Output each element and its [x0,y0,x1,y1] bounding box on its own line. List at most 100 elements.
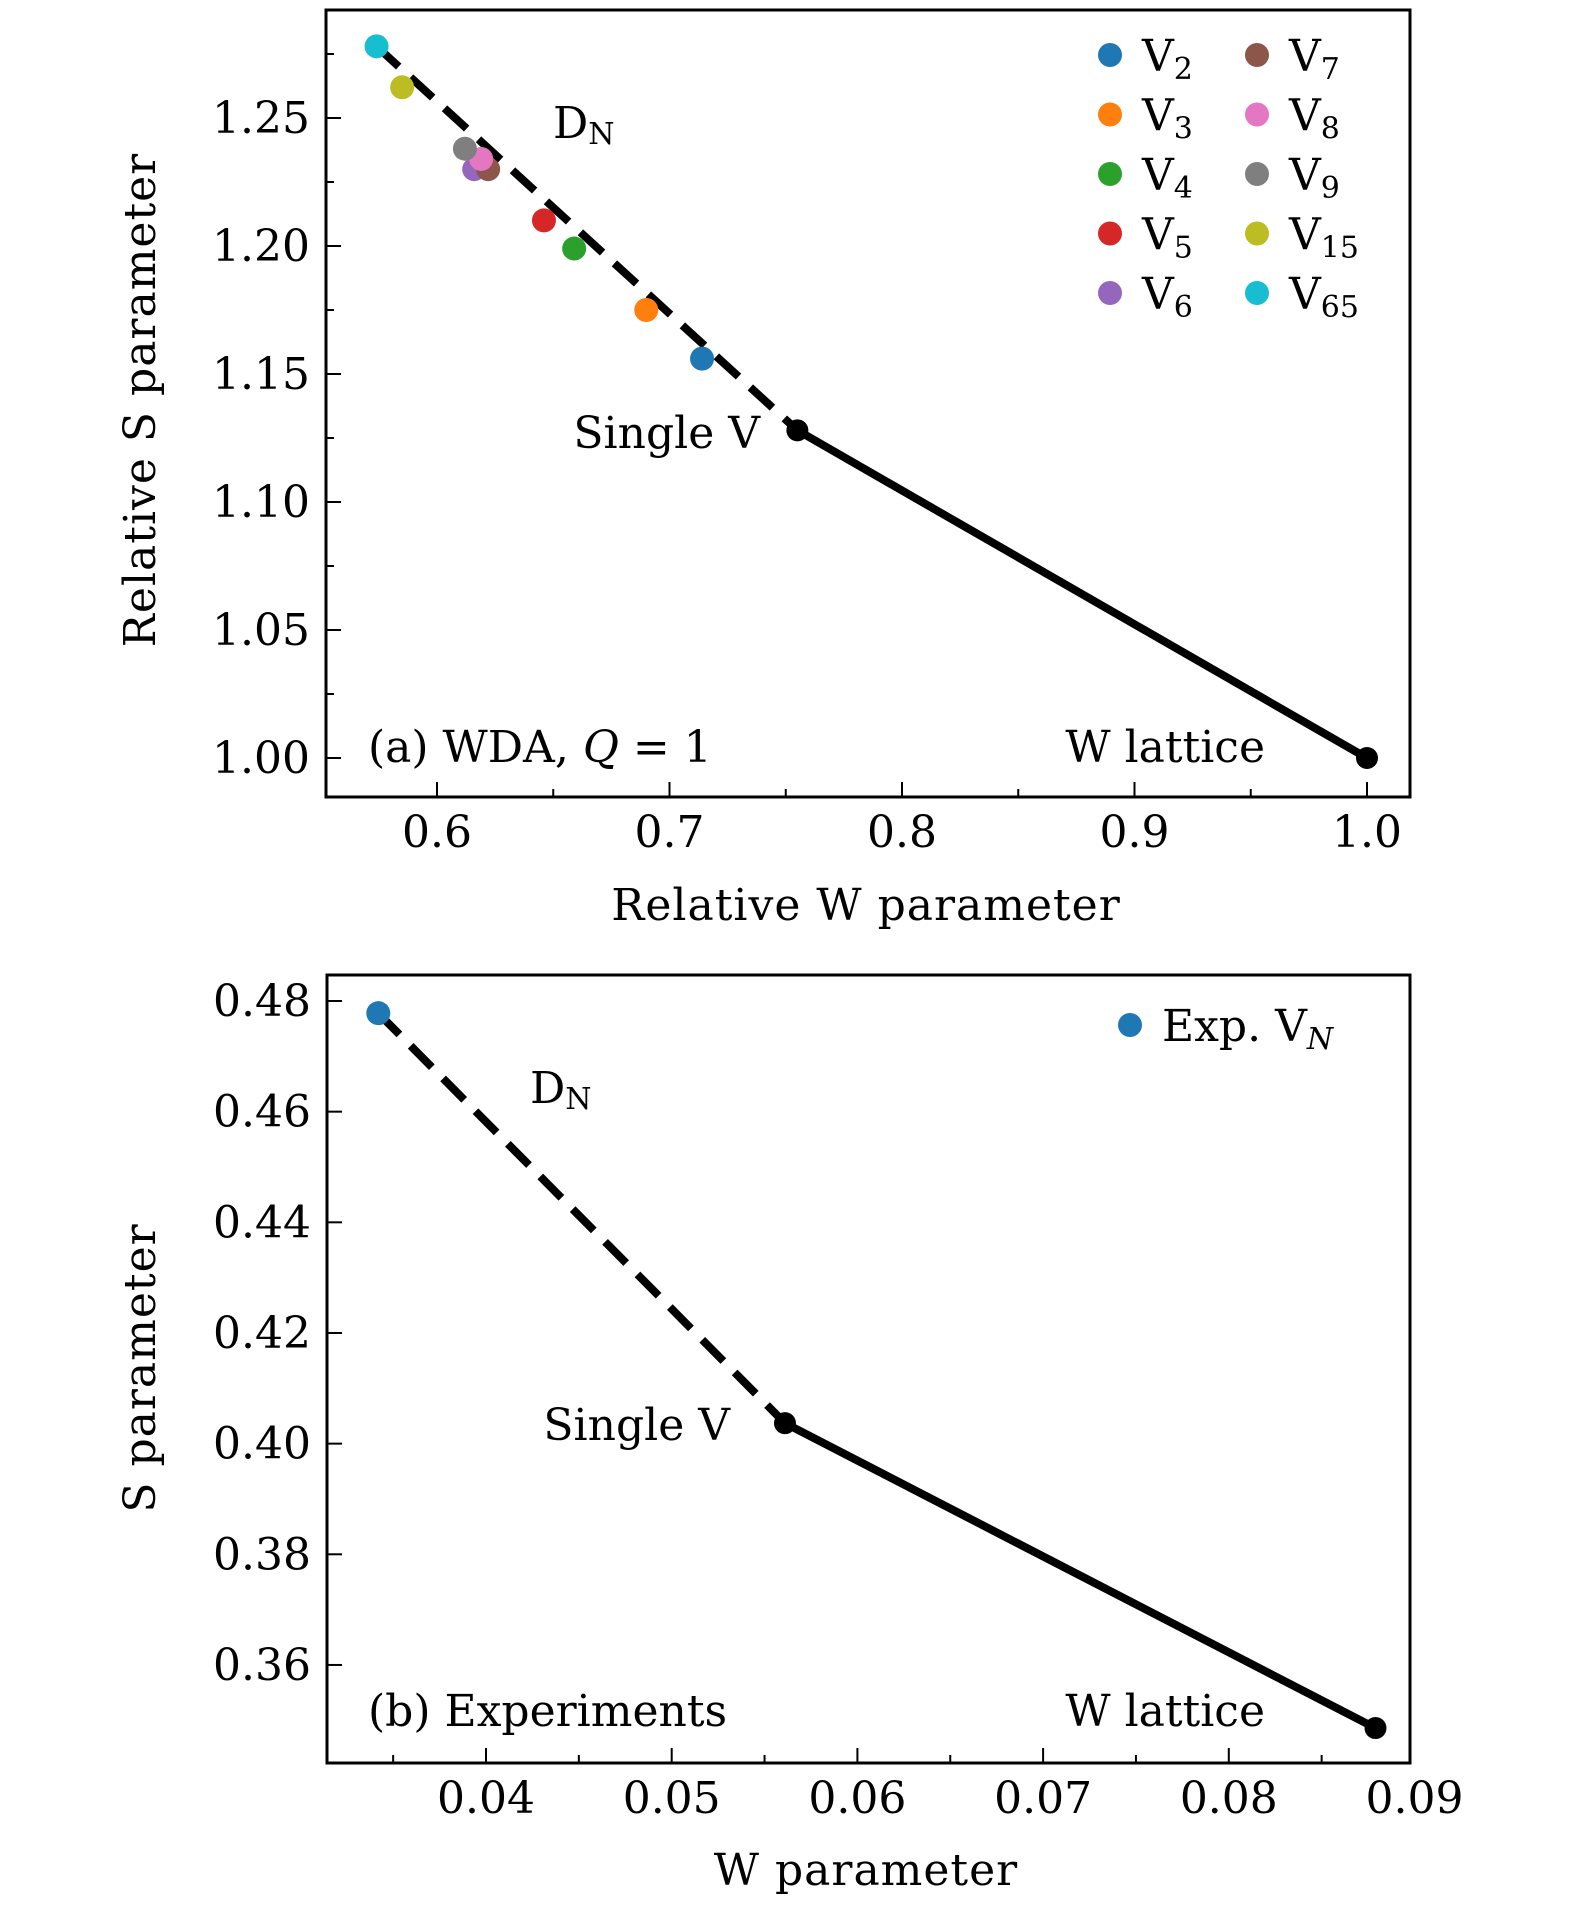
b-y-axis-label: S parameter [115,1223,166,1512]
y-tick-label: 0.36 [213,1640,311,1691]
dashed-line-d-n [373,43,801,434]
panel-b: 0.04 0.05 0.06 0.07 0.08 0.09 0.36 0.38 0.40 0.42… [115,973,1463,1896]
legend-label-sub: 5 [1174,231,1193,266]
legend-label-sub: 15 [1321,231,1359,266]
solid-line-solid [783,1419,1378,1732]
a-tick-labels: 0.6 0.7 0.8 0.9 1.0 1.00 1.05 1.10 1.15 1.20 1.25 [212,93,1402,858]
data-point-exp-vn [366,1001,391,1026]
legend-label-main: V [1141,150,1175,201]
legend-marker [1245,102,1269,127]
legend-item: V65 [1245,269,1359,325]
b-w-lattice-label: W lattice [1065,1686,1265,1737]
legend-label-main: V [1141,91,1175,142]
legend-label: V8 [1288,91,1340,147]
y-tick-label: 0.42 [213,1308,311,1359]
x-tick-label: 0.8 [867,807,937,858]
b-single-v-label: Single V [543,1400,731,1451]
data-point-v15 [390,75,415,100]
b-dn-label: DN [530,1063,592,1117]
legend-label: V5 [1141,210,1193,266]
legend-label: Exp. VN [1162,1001,1335,1057]
legend-item: V9 [1245,150,1340,206]
x-tick-label: 0.7 [635,807,705,858]
legend-marker [1098,102,1122,127]
legend-marker [1098,162,1122,186]
legend-marker [1245,43,1269,67]
data-point-v2 [690,346,715,371]
x-tick-label: 0.04 [437,1773,535,1824]
legend-label: V4 [1141,150,1193,206]
x-tick-label: 0.06 [808,1773,906,1824]
a-single-v-label: Single V [573,408,761,459]
data-point-v4 [562,236,587,261]
data-point-v65 [364,34,389,59]
legend-label: V7 [1288,31,1340,87]
ref-point-w-lattice [1356,747,1378,769]
legend-marker [1245,281,1269,305]
legend-label-main: V [1141,210,1175,261]
legend-label-main: Exp. V [1162,1001,1308,1052]
legend-label: V3 [1141,91,1193,147]
x-tick-label: 0.07 [994,1773,1092,1824]
ref-point-single-v [786,419,809,442]
legend-item: Exp. VN [1118,1001,1335,1057]
data-point-v5 [531,208,556,233]
a-dn-main: D [553,98,588,149]
y-tick-label: 0.48 [213,976,311,1027]
legend-label: V15 [1288,210,1359,266]
a-dn-label: DN [553,98,615,152]
a-ticks [326,53,1368,797]
a-lines [373,43,1369,762]
y-tick-label: 1.10 [212,477,310,528]
a-x-axis-label: Relative W parameter [611,880,1121,931]
a-panel-label-q: Q [583,722,619,773]
panel-a: 0.6 0.7 0.8 0.9 1.01.001.051.101.151.201.25 … [115,8,1412,931]
b-plot-frame [325,973,1412,1765]
a-panel-label: (a) WDA, Q = 1 [368,722,712,773]
legend-label-sub: 8 [1321,112,1340,147]
a-plot-frame [324,8,1412,799]
b-points [366,1001,1387,1740]
a-points [364,34,1378,769]
legend-label: V6 [1141,269,1193,325]
x-tick-label: 0.9 [1100,807,1170,858]
legend-label-main: V [1288,91,1322,142]
y-tick-label: 1.15 [212,349,310,400]
b-lines [375,1010,1378,1732]
dashed-line-d-n [375,1010,788,1426]
y-tick-label: 1.20 [212,221,310,272]
b-tick-labels: 0.04 0.05 0.06 0.07 0.08 0.09 0.36 0.38 0.40 0.42… [213,976,1463,1824]
legend-item: V4 [1098,150,1193,206]
legend-label-main: V [1288,150,1322,201]
legend-item: V5 [1098,210,1193,266]
legend-item: V15 [1245,210,1359,266]
legend-marker [1098,221,1122,246]
legend-marker [1098,281,1122,305]
b-ticks [327,1000,1323,1763]
b-panel-label: (b) Experiments [368,1686,727,1737]
y-tick-label: 0.38 [213,1529,311,1580]
legend-marker [1245,162,1269,186]
a-w-lattice-label: W lattice [1065,722,1265,773]
a-y-axis-label: Relative S parameter [115,153,166,647]
x-tick-label: 0.08 [1180,1773,1278,1824]
b-dn-main: D [530,1063,565,1114]
legend-label-sub: 3 [1174,112,1193,147]
legend-marker [1098,43,1122,67]
data-point-v9 [452,136,477,161]
legend-label-sub: 2 [1174,52,1193,87]
legend-label-sub: N [1306,1022,1335,1057]
legend-label-main: V [1288,210,1322,261]
legend-label: V2 [1141,31,1193,87]
b-dn-sub: N [565,1082,591,1117]
legend-label-main: V [1288,31,1322,82]
y-tick-label: 1.05 [212,605,310,656]
y-tick-label: 0.44 [213,1197,311,1248]
legend-marker [1245,221,1269,246]
a-panel-label-main: (a) WDA, [368,722,583,773]
a-panel-label-tail: = 1 [619,722,712,773]
legend-label-sub: 7 [1321,52,1340,87]
legend-label-main: V [1288,269,1322,320]
